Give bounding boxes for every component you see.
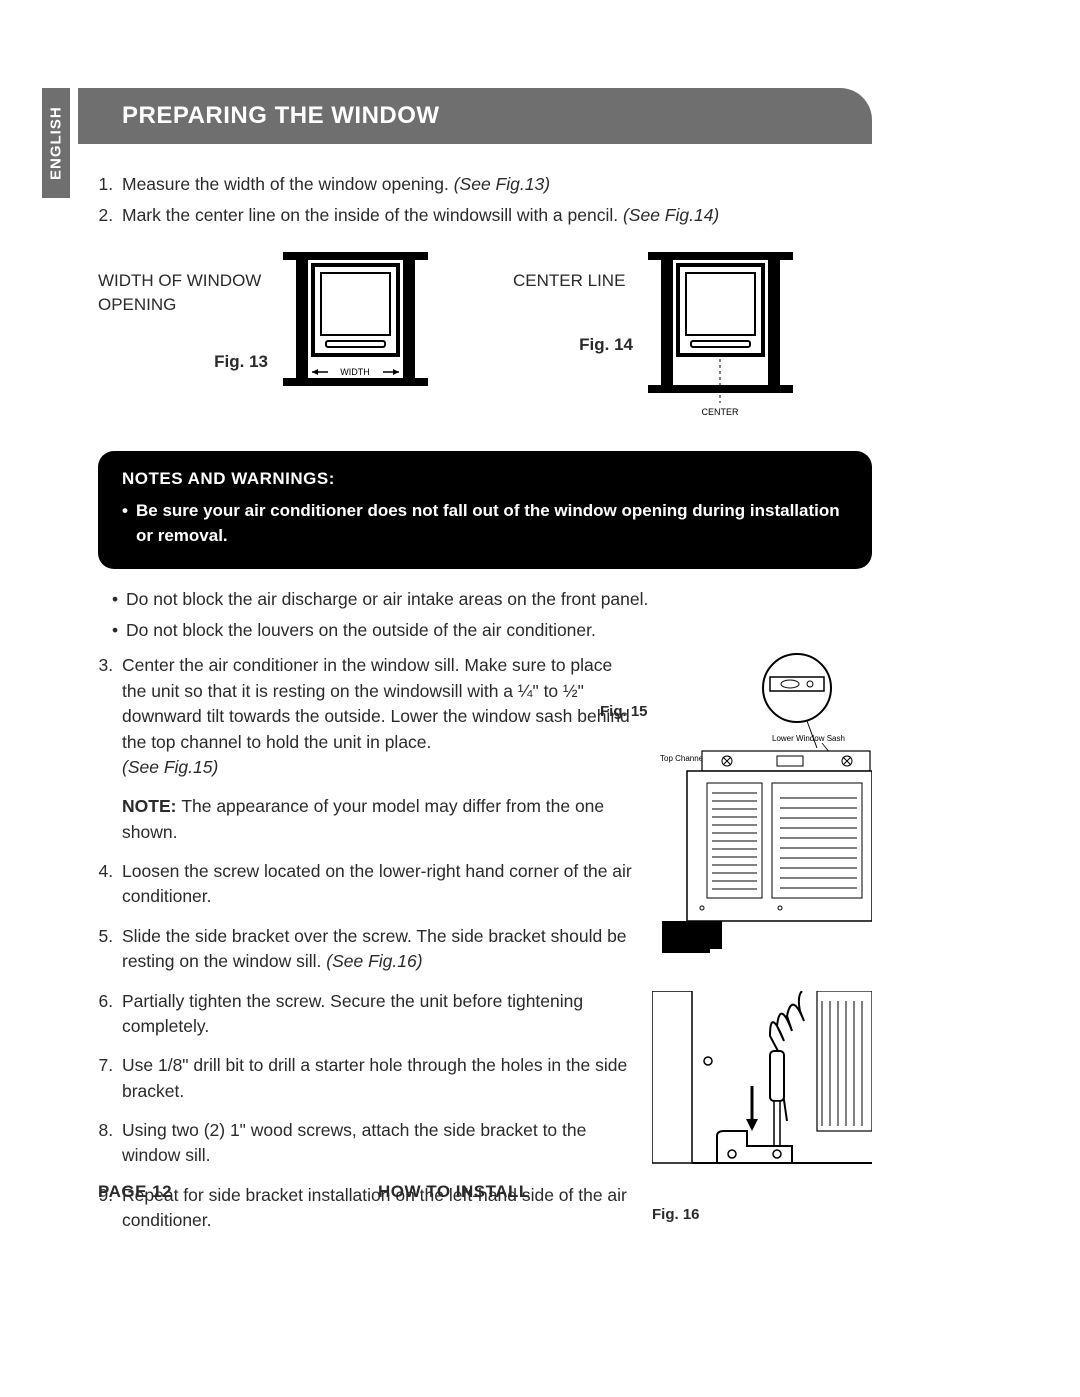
bullet-item: Do not block the air discharge or air in… (112, 587, 872, 612)
fig16-label: Fig. 16 (652, 1204, 872, 1226)
fig14-svg: CENTER (643, 247, 798, 427)
step-ref: (See Fig.15) (122, 757, 218, 777)
language-tab: ENGLISH (42, 88, 70, 198)
figures-row: WIDTH OF WINDOW OPENING Fig. 13 WIDTH (98, 247, 872, 427)
fig13-captions: WIDTH OF WINDOW OPENING Fig. 13 (98, 247, 278, 375)
step-4: Loosen the screw located on the lower-ri… (118, 859, 632, 910)
fig13-svg: WIDTH (278, 247, 433, 427)
main-body: Measure the width of the window opening.… (78, 172, 872, 1248)
step-ref: (See Fig.16) (326, 951, 422, 971)
step-7: Use 1/8" drill bit to drill a starter ho… (118, 1053, 632, 1104)
svg-text:WIDTH: WIDTH (340, 367, 370, 377)
bullet-item: Do not block the louvers on the outside … (112, 618, 872, 643)
fig13-caption: WIDTH OF WINDOW OPENING (98, 269, 278, 318)
step-text: Center the air conditioner in the window… (122, 655, 630, 751)
step-3: Center the air conditioner in the window… (118, 653, 632, 780)
fig15-wrap: Fig. 15 Top Channel Lower Window Sash (652, 653, 872, 960)
fig14-label: Fig. 14 (513, 333, 643, 358)
fig14-diagram: CENTER (643, 247, 798, 427)
fig14-caption: CENTER LINE (513, 269, 643, 294)
section-header: PREPARING THE WINDOW (78, 88, 872, 144)
notes-bullet: Be sure your air conditioner does not fa… (122, 499, 848, 548)
page-footer: PAGE 12 HOW TO INSTALL (98, 1182, 872, 1202)
main-steps-cont: Loosen the screw located on the lower-ri… (98, 859, 632, 1234)
step-1: Measure the width of the window opening.… (118, 172, 872, 197)
step-ref: (See Fig.14) (623, 205, 719, 225)
fig13-block: WIDTH OF WINDOW OPENING Fig. 13 WIDTH (98, 247, 433, 427)
fig15-label: Fig. 15 (600, 701, 648, 723)
step-5: Slide the side bracket over the screw. T… (118, 924, 632, 975)
step-2: Mark the center line on the inside of th… (118, 203, 872, 228)
note-line: NOTE: The appearance of your model may d… (98, 794, 632, 845)
page-content: PREPARING THE WINDOW Measure the width o… (78, 88, 872, 1248)
fig16-svg (652, 991, 872, 1191)
main-steps: Center the air conditioner in the window… (98, 653, 632, 780)
fig15-svg: Top Channel Lower Window Sash (652, 653, 872, 953)
fig13-diagram: WIDTH (278, 247, 433, 427)
notes-warnings-box: NOTES AND WARNINGS: Be sure your air con… (98, 451, 872, 569)
footer-section: HOW TO INSTALL (378, 1182, 872, 1202)
step-8: Using two (2) 1" wood screws, attach the… (118, 1118, 632, 1169)
left-column: Center the air conditioner in the window… (98, 653, 632, 1247)
svg-text:Top Channel: Top Channel (660, 754, 705, 763)
fig14-captions: CENTER LINE Fig. 14 (513, 247, 643, 358)
plain-bullets: Do not block the air discharge or air in… (98, 587, 872, 644)
step-6: Partially tighten the screw. Secure the … (118, 989, 632, 1040)
step-text: Mark the center line on the inside of th… (122, 205, 623, 225)
top-steps: Measure the width of the window opening.… (98, 172, 872, 229)
two-column: Center the air conditioner in the window… (98, 653, 872, 1247)
fig13-label: Fig. 13 (98, 350, 278, 375)
fig14-block: CENTER LINE Fig. 14 CENTER (513, 247, 798, 427)
note-bold: NOTE: (122, 796, 181, 816)
notes-heading: NOTES AND WARNINGS: (122, 467, 848, 492)
svg-text:Lower Window Sash: Lower Window Sash (772, 734, 845, 743)
step-text: Measure the width of the window opening. (122, 174, 454, 194)
right-column: Fig. 15 Top Channel Lower Window Sash (652, 653, 872, 1247)
note-text: The appearance of your model may differ … (122, 796, 604, 841)
page-number: PAGE 12 (98, 1182, 378, 1202)
svg-text:CENTER: CENTER (701, 407, 739, 417)
step-ref: (See Fig.13) (454, 174, 550, 194)
